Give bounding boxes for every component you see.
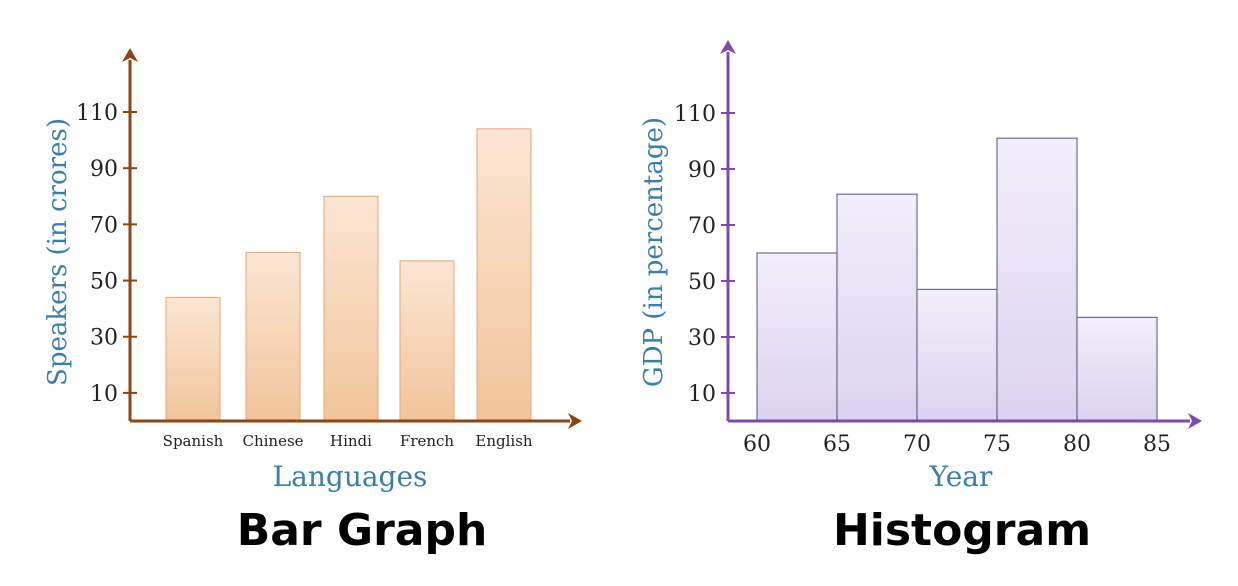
- bar-spanish: [165, 296, 221, 422]
- bar-graph-x-ticks: Spanish Chinese Hindi French English: [163, 432, 533, 450]
- bar-hindi: [323, 195, 379, 422]
- histogram-bin-65-70: [836, 193, 918, 422]
- bar-graph-title: Bar Graph: [237, 505, 488, 556]
- bar-graph-panel: 10 30 50 70 90 110 Spanish Chinese Hindi French E…: [43, 48, 582, 556]
- histogram-y-tick-label: 110: [674, 102, 716, 127]
- histogram-bars: [756, 137, 1158, 422]
- bar-graph-axes: [122, 48, 582, 429]
- bar-graph-y-tick-label: 30: [90, 326, 118, 351]
- histogram-y-tick-label: 90: [688, 158, 716, 183]
- histogram-y-tick-label: 50: [688, 270, 716, 295]
- bar-chinese: [245, 251, 301, 422]
- bar-graph-x-tick-label: Spanish: [163, 432, 224, 450]
- bar-graph-x-axis-label: Languages: [273, 460, 428, 493]
- histogram-y-tick-label: 10: [688, 382, 716, 407]
- histogram-y-axis-label: GDP (in percentage): [639, 117, 669, 387]
- bar-graph-y-tick-label: 70: [90, 213, 118, 238]
- bar-graph-y-tick-label: 10: [90, 382, 118, 407]
- bar-english: [476, 128, 532, 422]
- histogram-y-tick-label: 70: [688, 214, 716, 239]
- bar-graph-x-tick-label: French: [400, 432, 455, 450]
- histogram-panel: 10 30 50 70 90 110 60 65 70 75 80 85 Year GDP (in …: [639, 40, 1202, 556]
- bar-graph-y-axis-arrowhead: [122, 48, 138, 62]
- histogram-y-ticks: 10 30 50 70 90 110: [674, 102, 735, 407]
- histogram-bin-80-85: [1076, 316, 1158, 422]
- bar-graph-x-tick-label: English: [475, 432, 533, 450]
- histogram-x-tick-label: 75: [983, 432, 1011, 457]
- histogram-x-ticks: 60 65 70 75 80 85: [743, 432, 1171, 457]
- histogram-bin-60-65: [756, 252, 838, 422]
- histogram-x-axis-arrowhead: [1188, 413, 1202, 429]
- histogram-x-tick-label: 65: [823, 432, 851, 457]
- histogram-x-tick-label: 70: [903, 432, 931, 457]
- histogram-x-tick-label: 60: [743, 432, 771, 457]
- histogram-y-tick-label: 30: [688, 326, 716, 351]
- histogram-x-tick-label: 80: [1063, 432, 1091, 457]
- histogram-y-axis-arrowhead: [720, 40, 736, 54]
- bar-french: [399, 260, 455, 422]
- bar-graph-y-ticks: 10 30 50 70 90 110: [76, 101, 137, 407]
- bar-graph-x-tick-label: Chinese: [242, 432, 303, 450]
- histogram-title: Histogram: [833, 505, 1091, 556]
- histogram-bin-75-80: [996, 137, 1078, 422]
- bar-graph-x-axis-arrowhead: [568, 413, 582, 429]
- bar-graph-y-tick-label: 90: [90, 157, 118, 182]
- histogram-x-axis-label: Year: [929, 460, 993, 493]
- bar-graph-x-tick-label: Hindi: [330, 432, 372, 450]
- bar-graph-y-tick-label: 50: [90, 270, 118, 295]
- histogram-bin-70-75: [916, 288, 998, 422]
- bar-graph-y-axis-label: Speakers (in crores): [43, 118, 73, 386]
- bar-graph-bars: [165, 128, 532, 422]
- bar-graph-y-tick-label: 110: [76, 101, 118, 126]
- histogram-x-tick-label: 85: [1143, 432, 1171, 457]
